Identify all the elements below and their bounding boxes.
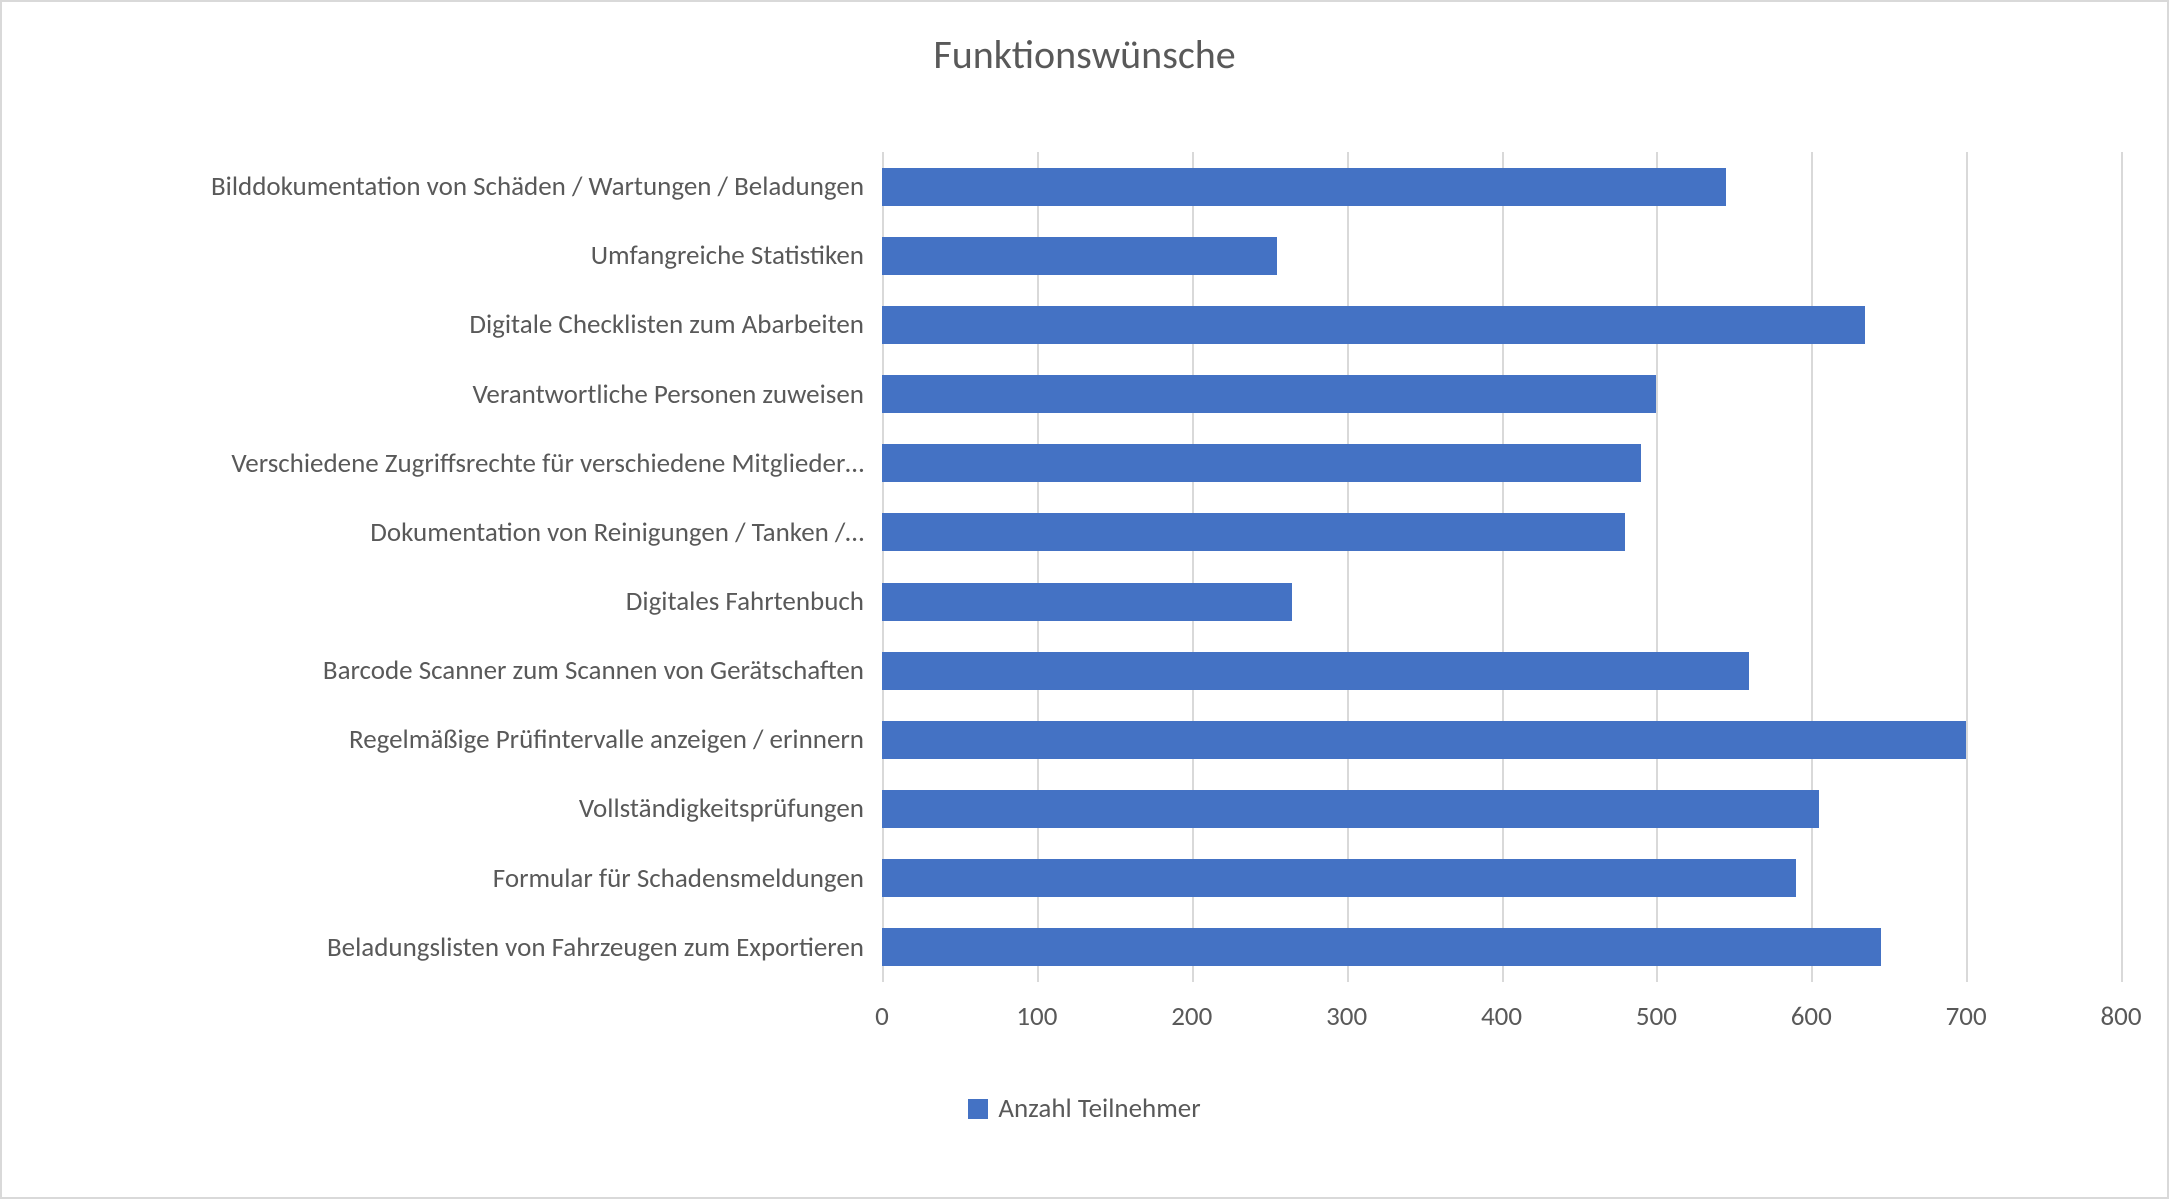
bar	[882, 306, 1865, 344]
legend-item: Anzahl Teilnehmer	[968, 1092, 1200, 1125]
plot-area	[882, 152, 2121, 982]
bar	[882, 168, 1726, 206]
x-axis-tick: 0	[875, 1000, 889, 1033]
y-axis-label: Bilddokumentation von Schäden / Wartunge…	[52, 170, 882, 203]
x-axis-tick: 300	[1326, 1000, 1367, 1033]
chart-frame: Funktionswünsche Bilddokumentation von S…	[0, 0, 2169, 1199]
bar	[882, 583, 1292, 621]
bar	[882, 721, 1966, 759]
x-axis-tick: 600	[1791, 1000, 1832, 1033]
y-axis-label: Formular für Schadensmeldungen	[52, 862, 882, 895]
bar	[882, 444, 1641, 482]
x-axis-tick: 100	[1016, 1000, 1057, 1033]
bar	[882, 790, 1819, 828]
bar	[882, 928, 1881, 966]
legend-label: Anzahl Teilnehmer	[998, 1092, 1200, 1125]
x-axis-tick: 400	[1481, 1000, 1522, 1033]
x-axis-tick: 800	[2100, 1000, 2141, 1033]
chart-title: Funktionswünsche	[2, 30, 2167, 79]
y-axis-labels: Bilddokumentation von Schäden / Wartunge…	[52, 152, 882, 982]
y-axis-label: Digitales Fahrtenbuch	[52, 585, 882, 618]
y-axis-label: Verantwortliche Personen zuweisen	[52, 378, 882, 411]
x-axis-tick: 500	[1636, 1000, 1677, 1033]
plot-wrapper: Bilddokumentation von Schäden / Wartunge…	[52, 152, 2121, 982]
y-axis-label: Digitale Checklisten zum Abarbeiten	[52, 308, 882, 341]
y-axis-label: Barcode Scanner zum Scannen von Gerätsch…	[52, 654, 882, 687]
x-axis-tick: 200	[1171, 1000, 1212, 1033]
y-axis-label: Vollständigkeitsprüfungen	[52, 792, 882, 825]
legend-swatch-icon	[968, 1099, 988, 1119]
x-axis-tick: 700	[1946, 1000, 1987, 1033]
y-axis-label: Umfangreiche Statistiken	[52, 239, 882, 272]
bar	[882, 375, 1656, 413]
bar	[882, 859, 1796, 897]
bars-container	[882, 152, 2121, 982]
y-axis-label: Regelmäßige Prüfintervalle anzeigen / er…	[52, 723, 882, 756]
legend: Anzahl Teilnehmer	[2, 1092, 2167, 1127]
x-axis: 0100200300400500600700800	[882, 1000, 2121, 1040]
bar	[882, 652, 1749, 690]
y-axis-label: Beladungslisten von Fahrzeugen zum Expor…	[52, 931, 882, 964]
y-axis-label: Verschiedene Zugriffsrechte für verschie…	[52, 447, 882, 480]
gridline	[2121, 152, 2123, 982]
bar	[882, 513, 1625, 551]
y-axis-label: Dokumentation von Reinigungen / Tanken /…	[52, 516, 882, 549]
bar	[882, 237, 1277, 275]
